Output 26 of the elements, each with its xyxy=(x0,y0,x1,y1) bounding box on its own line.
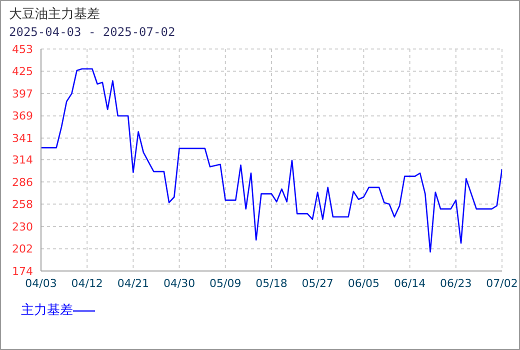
y-tick-label: 286 xyxy=(12,176,33,189)
y-tick-label: 174 xyxy=(12,264,33,278)
x-tick-label: 04/12 xyxy=(71,276,103,290)
x-tick-label: 04/03 xyxy=(25,276,57,290)
x-tick-label: 06/14 xyxy=(394,276,426,290)
x-tick-label: 06/23 xyxy=(440,276,472,290)
legend-label: 主力基差 xyxy=(21,302,73,319)
x-tick-label: 07/02 xyxy=(486,276,518,290)
y-tick-label: 258 xyxy=(12,198,33,212)
line-series xyxy=(41,68,502,253)
y-tick-label: 341 xyxy=(12,132,33,146)
y-tick-label: 369 xyxy=(12,110,33,123)
chart-subtitle: 2025-04-03 - 2025-07-02 xyxy=(9,25,176,39)
x-tick-label: 06/05 xyxy=(348,276,380,290)
y-tick-label: 397 xyxy=(12,87,33,100)
x-tick-label: 04/30 xyxy=(163,276,196,290)
y-tick-label: 202 xyxy=(12,242,33,256)
x-tick-label: 04/21 xyxy=(117,276,150,290)
x-tick-label: 05/27 xyxy=(302,276,334,290)
x-tick-label: 05/09 xyxy=(210,276,242,290)
y-tick-label: 453 xyxy=(12,42,33,56)
y-tick-label: 314 xyxy=(12,154,33,167)
chart-title: 大豆油主力基差 xyxy=(9,6,100,23)
y-tick-label: 425 xyxy=(12,65,33,78)
x-tick-label: 05/18 xyxy=(256,276,288,290)
y-tick-label: 230 xyxy=(12,220,33,234)
